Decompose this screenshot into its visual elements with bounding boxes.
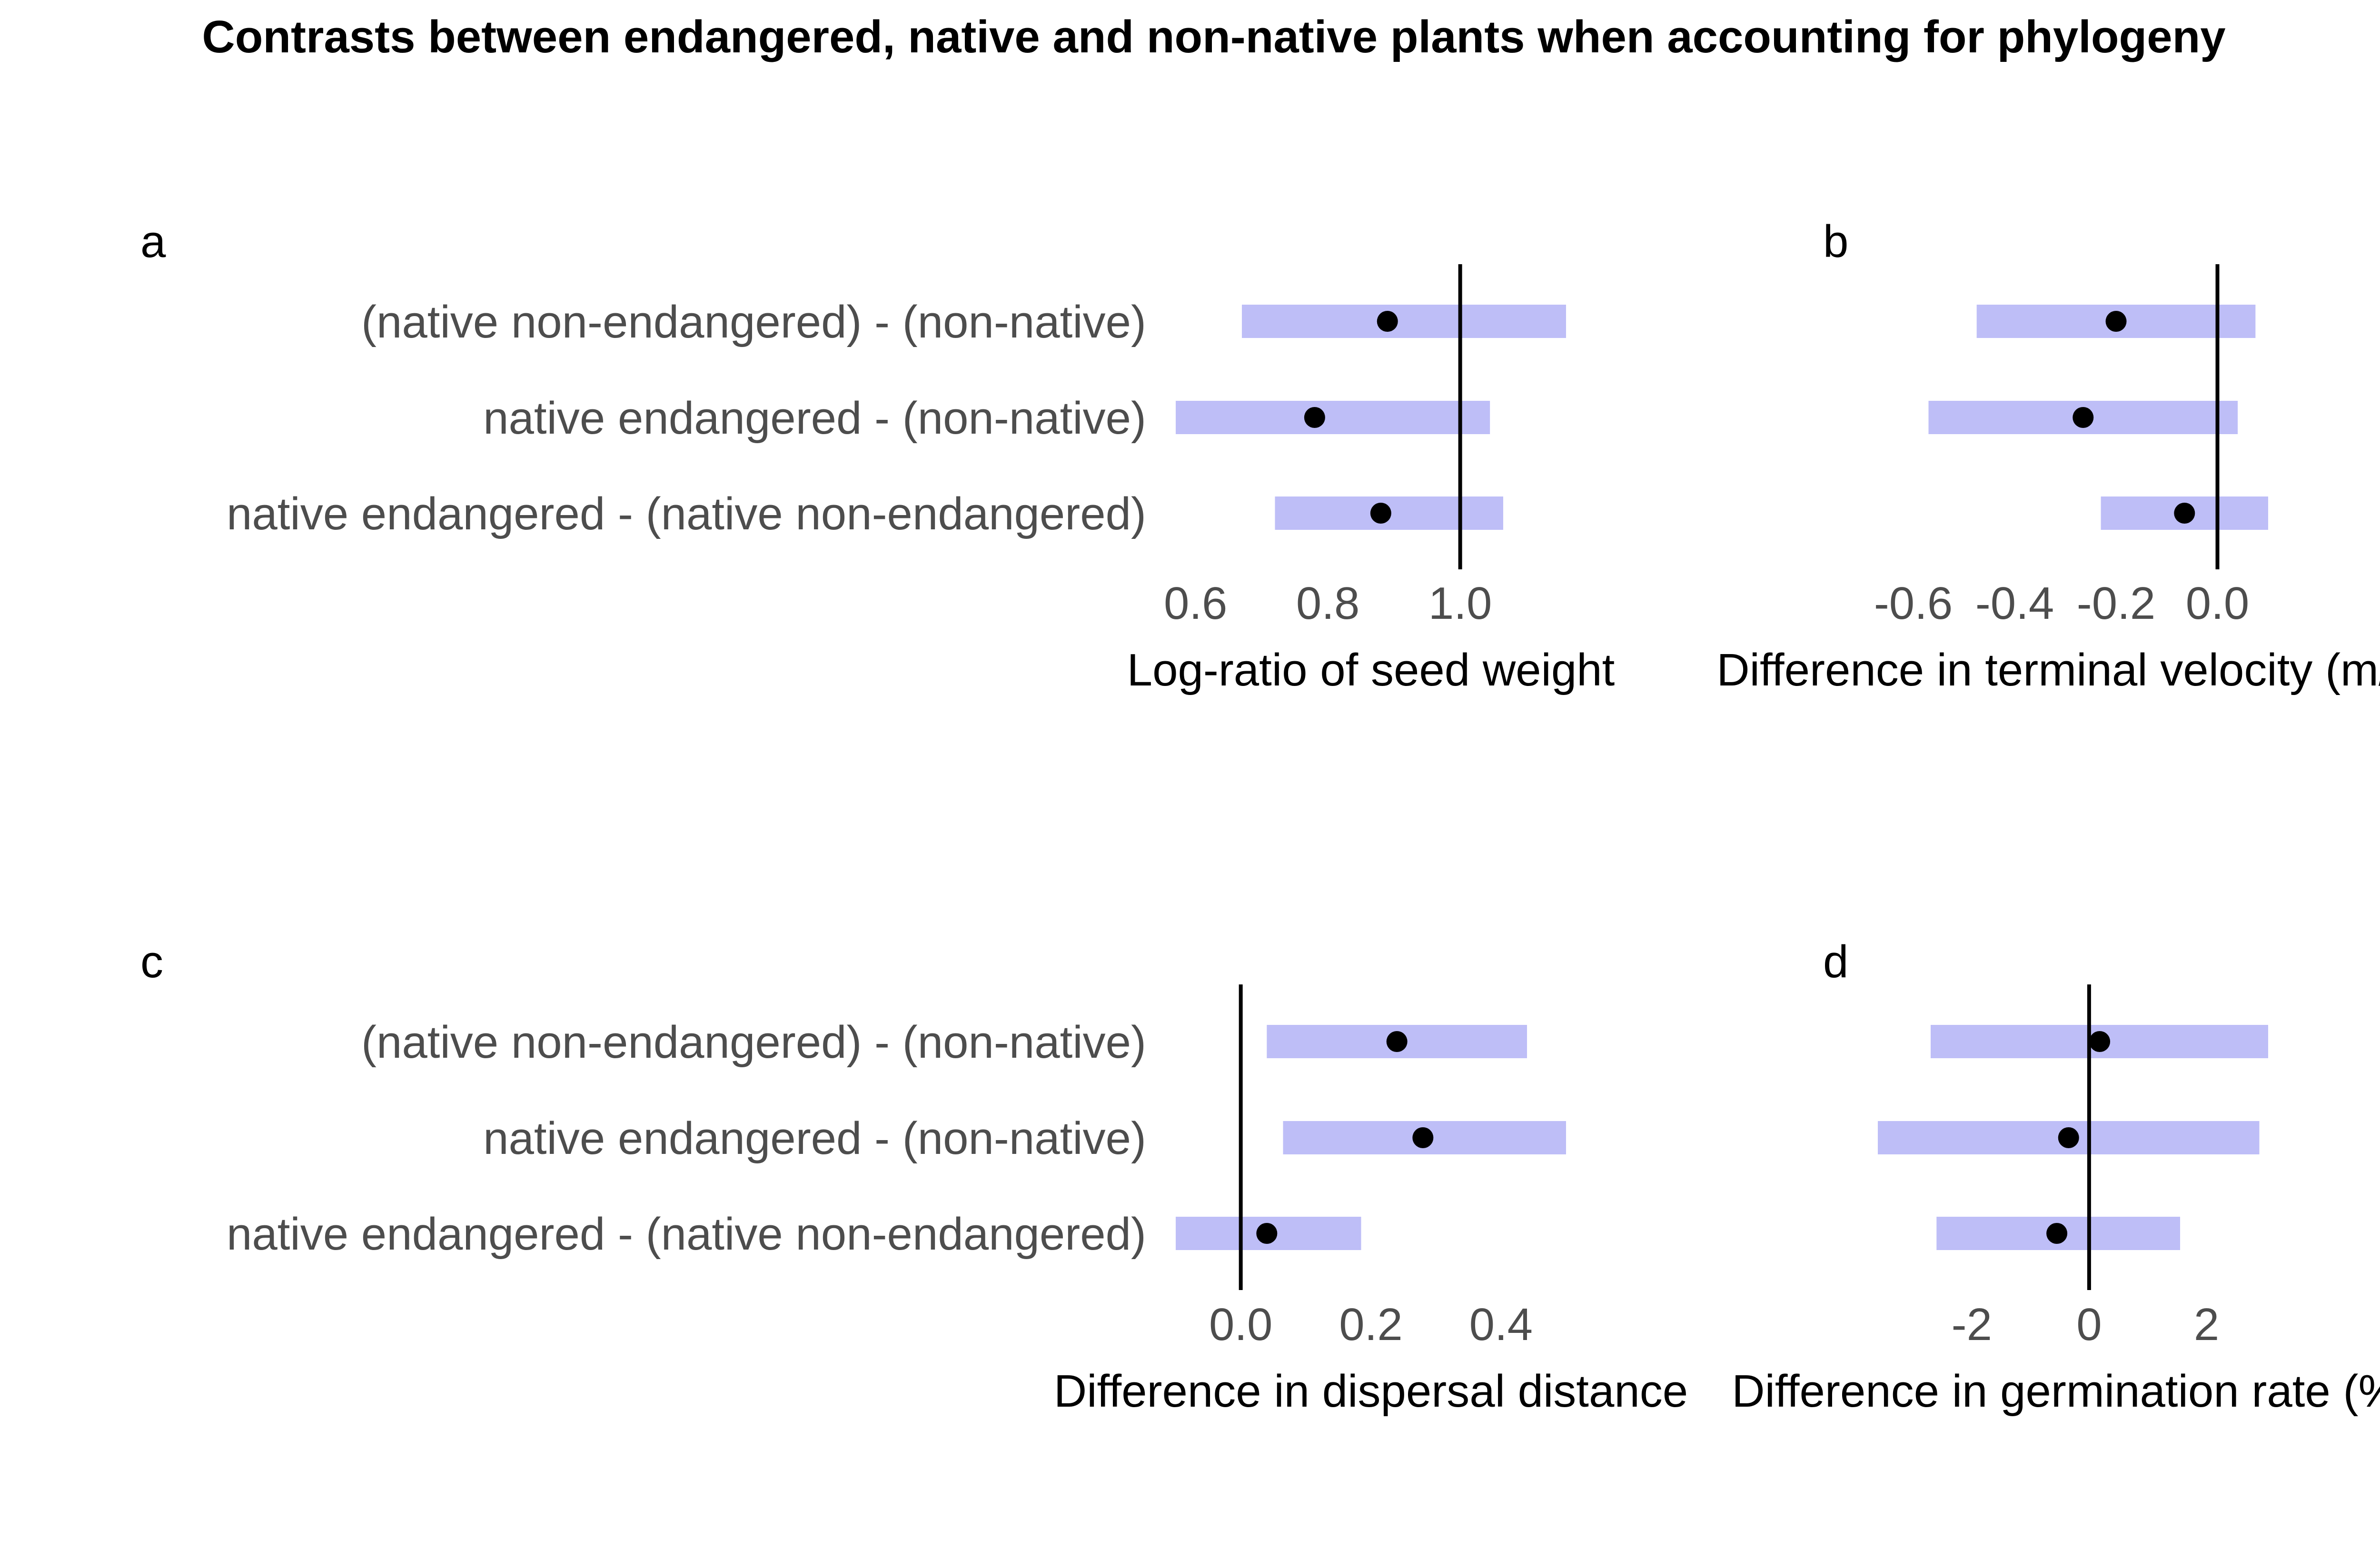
- row-label-2: native endangered - (non-native): [483, 393, 1146, 444]
- tick-label-d-3: 2: [2194, 1299, 2219, 1350]
- panel-a: a (native non-endangered) - (non-native) n…: [140, 216, 1615, 695]
- tick-label-b-1: -0.6: [1874, 578, 1953, 629]
- axis-title-c: Difference in dispersal distance: [1054, 1366, 1688, 1417]
- point-estimate-c-1: [1386, 1031, 1408, 1052]
- row-label-2: native endangered - (non-native): [483, 1113, 1146, 1164]
- row-label-3: native endangered - (native non-endanger…: [227, 488, 1146, 539]
- tick-label-b-2: -0.4: [1975, 578, 2054, 629]
- row-label-1: (native non-endangered) - (non-native): [361, 297, 1146, 348]
- tick-label-b-4: 0.0: [2186, 578, 2249, 629]
- interval-bar-a-2: [1176, 401, 1490, 434]
- point-estimate-a-1: [1377, 311, 1398, 332]
- panel-tag-a: a: [140, 216, 166, 267]
- tick-label-a-1: 0.6: [1164, 578, 1227, 629]
- tick-label-d-2: 0: [2076, 1299, 2102, 1350]
- axis-title-d: Difference in germination rate (%): [1732, 1366, 2380, 1417]
- panel-tag-b: b: [1823, 216, 1848, 267]
- panel-tag-d: d: [1823, 936, 1848, 987]
- point-estimate-b-2: [2073, 407, 2094, 428]
- tick-label-c-2: 0.2: [1339, 1299, 1402, 1350]
- axis-title-b: Difference in terminal velocity (m/s): [1716, 645, 2380, 695]
- interval-bar-a-1: [1241, 305, 1566, 338]
- figure-title: Contrasts between endangered, native and…: [202, 11, 2225, 62]
- tick-label-b-3: -0.2: [2077, 578, 2155, 629]
- point-estimate-a-3: [1370, 503, 1391, 524]
- point-estimate-a-2: [1304, 407, 1325, 428]
- axis-title-a: Log-ratio of seed weight: [1127, 645, 1615, 695]
- panel-c: c (native non-endangered) - (non-native) n…: [140, 936, 1688, 1417]
- panel-d: d -2 0 2 Difference in germination rate (%): [1732, 936, 2380, 1417]
- point-estimate-c-2: [1412, 1127, 1434, 1148]
- tick-label-a-2: 0.8: [1296, 578, 1359, 629]
- panel-tag-c: c: [140, 936, 163, 987]
- point-estimate-b-3: [2174, 503, 2195, 524]
- tick-label-c-3: 0.4: [1469, 1299, 1533, 1350]
- tick-label-c-1: 0.0: [1209, 1299, 1272, 1350]
- tick-label-d-1: -2: [1952, 1299, 1992, 1350]
- row-label-3: native endangered - (native non-endanger…: [227, 1209, 1146, 1260]
- point-estimate-b-1: [2105, 311, 2127, 332]
- row-label-1: (native non-endangered) - (non-native): [361, 1017, 1146, 1068]
- panel-b: b -0.6 -0.4 -0.2 0.0 Difference in terminal v…: [1716, 216, 2380, 695]
- point-estimate-c-3: [1256, 1223, 1278, 1244]
- point-estimate-d-1: [2089, 1031, 2111, 1052]
- tick-label-a-3: 1.0: [1428, 578, 1492, 629]
- point-estimate-d-2: [2058, 1127, 2079, 1148]
- point-estimate-d-3: [2046, 1223, 2068, 1244]
